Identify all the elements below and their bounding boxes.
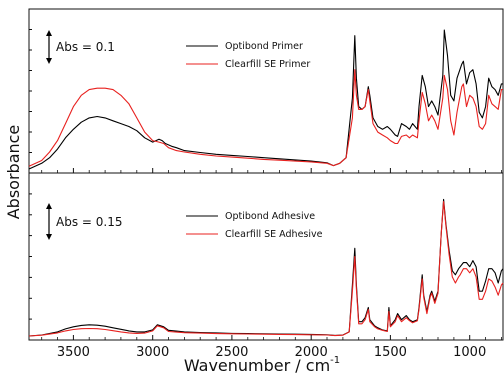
top-legend-label-1: Clearfill SE Primer: [225, 59, 310, 70]
bottom-panel-series: [28, 198, 504, 337]
bottom-panel-left-ticks: [29, 193, 32, 320]
bottom-scale-bar-label: Abs = 0.15: [56, 215, 122, 229]
top-series-line-0: [28, 29, 503, 170]
x-tick-label: 3000: [136, 345, 169, 360]
x-tick-label: 1000: [453, 345, 486, 360]
bottom-legend: Optibond Adhesive Clearfill SE Adhesive: [186, 211, 323, 240]
x-tick-label: 2000: [295, 345, 328, 360]
bottom-scale-bar-up-arrow-icon: [46, 203, 52, 209]
top-scale-bar-label: Abs = 0.1: [56, 40, 115, 54]
x-axis-label: Wavenumber / cm-1: [184, 355, 340, 375]
top-series-line-1: [28, 69, 503, 167]
top-legend: Optibond Primer Clearfill SE Primer: [186, 41, 310, 70]
x-tick-label: 1500: [374, 345, 407, 360]
x-tick-label: 2500: [215, 345, 248, 360]
bottom-panel: Abs = 0.15 Optibond Adhesive Clearfill S…: [28, 172, 504, 341]
x-axis: 3500 3000 2500 2000 1500 1000: [41, 168, 502, 360]
bottom-series-line-0: [28, 198, 504, 337]
top-panel: Abs = 0.1 Optibond Primer Clearfill SE P…: [28, 8, 504, 174]
x-tick-label: 3500: [57, 345, 90, 360]
x-axis-label-superscript: -1: [330, 355, 340, 366]
top-legend-label-0: Optibond Primer: [225, 41, 303, 52]
top-scale-bar-down-arrow-icon: [46, 58, 52, 64]
top-panel-series: [28, 29, 503, 170]
bottom-legend-label-0: Optibond Adhesive: [225, 211, 315, 222]
top-panel-left-ticks: [29, 29, 32, 153]
bottom-panel-frame: [28, 172, 504, 341]
bottom-legend-label-1: Clearfill SE Adhesive: [225, 229, 323, 240]
y-axis-label: Absorbance: [4, 125, 23, 220]
top-panel-frame: [28, 8, 504, 174]
bottom-scale-bar-down-arrow-icon: [46, 234, 52, 240]
top-scale-bar-up-arrow-icon: [46, 30, 52, 36]
x-axis-label-text: Wavenumber / cm: [184, 356, 330, 375]
top-scale-bar: Abs = 0.1: [46, 30, 115, 64]
bottom-series-line-1: [28, 200, 504, 337]
bottom-scale-bar: Abs = 0.15: [46, 203, 122, 240]
